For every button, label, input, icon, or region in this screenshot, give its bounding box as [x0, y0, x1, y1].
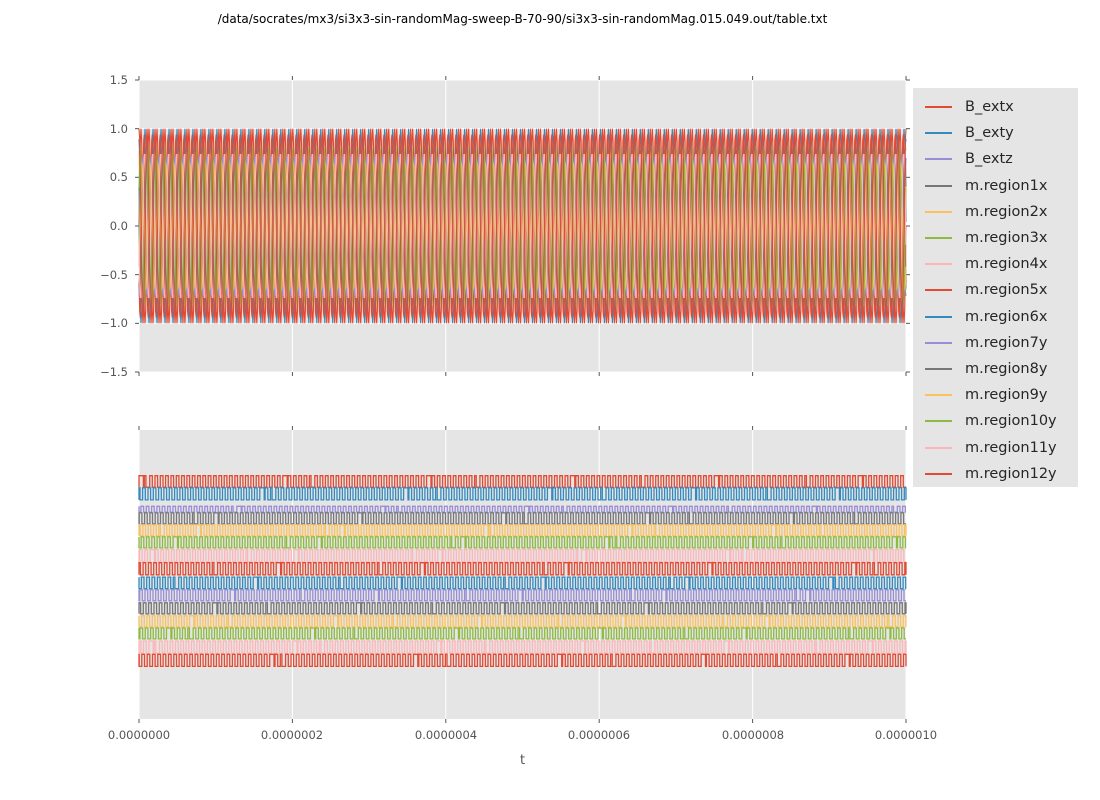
legend-line-swatch [925, 237, 952, 240]
x-axis-label: t [519, 753, 526, 768]
legend-item: m.region11y [913, 434, 1078, 460]
ytick-label: 0.5 [109, 170, 128, 184]
legend-label: m.region5x [965, 282, 1048, 299]
legend-label: m.region8y [965, 360, 1048, 377]
xtick-label: 0.0000000 [107, 728, 171, 742]
legend: B_extx B_exty B_extz m.region1x m.region… [913, 88, 1078, 487]
legend-label: m.region2x [965, 203, 1048, 220]
xtick-label: 0.0000006 [567, 728, 631, 742]
legend-item: m.region5x [913, 277, 1078, 303]
legend-item: B_extz [913, 146, 1078, 172]
legend-line-swatch [925, 446, 952, 449]
xtick-label: 0.0000004 [414, 728, 478, 742]
legend-line-swatch [925, 158, 952, 161]
legend-item: B_exty [913, 120, 1078, 146]
legend-line-swatch [925, 263, 952, 266]
ytick-label: 0.0 [109, 219, 128, 233]
legend-line-swatch [925, 394, 952, 397]
legend-item: m.region6x [913, 304, 1078, 330]
legend-line-swatch [925, 210, 952, 213]
legend-label: m.region3x [965, 230, 1048, 247]
legend-line-swatch [925, 106, 952, 109]
legend-item: m.region4x [913, 251, 1078, 277]
ytick-label: −0.5 [100, 268, 128, 282]
legend-label: m.region9y [965, 387, 1048, 404]
xtick-label: 0.0000002 [260, 728, 324, 742]
legend-label: B_exty [965, 125, 1014, 142]
ytick-label: 1.0 [109, 122, 128, 136]
legend-line-swatch [925, 132, 952, 135]
legend-item: m.region9y [913, 382, 1078, 408]
legend-item: m.region8y [913, 356, 1078, 382]
legend-item: m.region3x [913, 225, 1078, 251]
legend-line-swatch [925, 367, 952, 370]
legend-item: m.region12y [913, 461, 1078, 487]
legend-label: m.region6x [965, 308, 1048, 325]
legend-label: m.region1x [965, 177, 1048, 194]
legend-item: B_extx [913, 94, 1078, 120]
legend-line-swatch [925, 472, 952, 475]
chart-title: /data/socrates/mx3/si3x3-sin-randomMag-s… [217, 12, 828, 26]
legend-label: m.region10y [965, 413, 1057, 430]
legend-line-swatch [925, 315, 952, 318]
legend-line-swatch [925, 184, 952, 187]
legend-label: m.region11y [965, 439, 1057, 456]
legend-item: m.region1x [913, 173, 1078, 199]
legend-item: m.region10y [913, 408, 1078, 434]
legend-item: m.region2x [913, 199, 1078, 225]
legend-line-swatch [925, 289, 952, 292]
legend-line-swatch [925, 420, 952, 423]
xtick-label: 0.0000010 [874, 728, 938, 742]
ytick-label: −1.0 [100, 316, 128, 330]
legend-label: m.region12y [965, 465, 1057, 482]
legend-label: B_extx [965, 99, 1014, 116]
legend-item: m.region7y [913, 330, 1078, 356]
ytick-label: 1.5 [109, 73, 128, 87]
ytick-label: −1.5 [100, 365, 128, 379]
legend-label: m.region4x [965, 256, 1048, 273]
legend-label: m.region7y [965, 334, 1048, 351]
legend-label: B_extz [965, 151, 1013, 168]
legend-line-swatch [925, 341, 952, 344]
xtick-label: 0.0000008 [721, 728, 785, 742]
